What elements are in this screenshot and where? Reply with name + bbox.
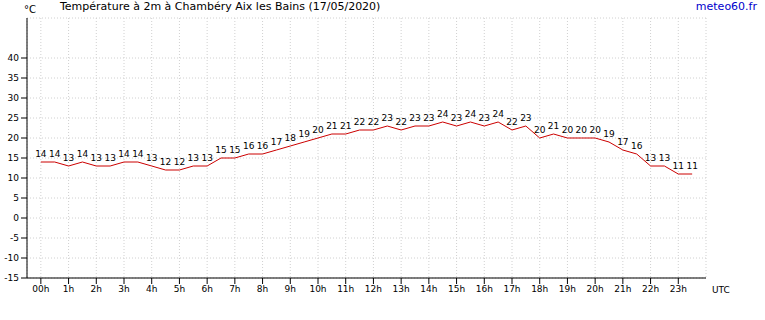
- svg-text:14h: 14h: [420, 284, 437, 294]
- svg-text:23: 23: [451, 113, 462, 123]
- svg-text:12h: 12h: [365, 284, 382, 294]
- html-text:°C: °C: [24, 4, 36, 15]
- svg-text:10h: 10h: [309, 284, 326, 294]
- svg-text:13: 13: [104, 153, 115, 163]
- html-text:UTC: UTC: [712, 285, 730, 295]
- svg-text:23: 23: [520, 113, 531, 123]
- svg-text:13: 13: [188, 153, 199, 163]
- svg-text:12: 12: [174, 157, 185, 167]
- svg-text:14: 14: [118, 149, 130, 159]
- svg-text:15h: 15h: [448, 284, 465, 294]
- svg-text:22: 22: [506, 117, 517, 127]
- svg-text:18h: 18h: [531, 284, 548, 294]
- svg-text:35: 35: [8, 73, 19, 83]
- svg-text:19: 19: [298, 129, 310, 139]
- svg-text:23: 23: [479, 113, 490, 123]
- svg-text:16h: 16h: [476, 284, 493, 294]
- svg-text:16: 16: [243, 141, 255, 151]
- svg-text:19h: 19h: [559, 284, 576, 294]
- svg-text:22: 22: [395, 117, 406, 127]
- svg-text:40: 40: [8, 53, 19, 63]
- svg-text:25: 25: [8, 113, 19, 123]
- svg-text:23h: 23h: [670, 284, 687, 294]
- svg-text:5: 5: [13, 193, 19, 203]
- svg-text:17h: 17h: [503, 284, 520, 294]
- svg-text:17: 17: [271, 137, 282, 147]
- html-text:meteo60.fr: meteo60.fr: [695, 0, 757, 13]
- svg-text:13: 13: [63, 153, 74, 163]
- svg-text:13h: 13h: [393, 284, 410, 294]
- svg-text:22: 22: [354, 117, 365, 127]
- svg-text:3h: 3h: [118, 284, 129, 294]
- svg-text:8h: 8h: [257, 284, 268, 294]
- svg-text:-15: -15: [8, 273, 19, 283]
- svg-text:22: 22: [368, 117, 379, 127]
- svg-text:13: 13: [659, 153, 670, 163]
- svg-text:20: 20: [562, 125, 574, 135]
- svg-text:9h: 9h: [285, 284, 296, 294]
- svg-text:11: 11: [673, 161, 684, 171]
- svg-text:23: 23: [409, 113, 420, 123]
- svg-text:4h: 4h: [146, 284, 157, 294]
- svg-text:15: 15: [215, 145, 226, 155]
- svg-text:19: 19: [603, 129, 615, 139]
- svg-text:10: 10: [8, 173, 19, 183]
- svg-text:21: 21: [340, 121, 351, 131]
- svg-text:16: 16: [257, 141, 269, 151]
- svg-text:30: 30: [8, 93, 19, 103]
- svg-text:11h: 11h: [337, 284, 354, 294]
- svg-text:23: 23: [423, 113, 434, 123]
- svg-text:5h: 5h: [174, 284, 185, 294]
- svg-text:-10: -10: [8, 253, 19, 263]
- svg-text:20h: 20h: [587, 284, 604, 294]
- svg-text:22h: 22h: [642, 284, 659, 294]
- svg-text:11: 11: [686, 161, 697, 171]
- svg-text:15: 15: [8, 153, 19, 163]
- svg-text:20: 20: [576, 125, 588, 135]
- svg-text:1h: 1h: [63, 284, 74, 294]
- svg-text:13: 13: [201, 153, 212, 163]
- svg-text:14: 14: [77, 149, 89, 159]
- svg-text:21: 21: [326, 121, 337, 131]
- svg-text:6h: 6h: [201, 284, 212, 294]
- svg-text:14: 14: [132, 149, 144, 159]
- svg-text:20: 20: [312, 125, 324, 135]
- svg-text:13: 13: [146, 153, 157, 163]
- svg-text:20: 20: [8, 133, 19, 143]
- svg-text:16: 16: [631, 141, 643, 151]
- svg-text:00h: 00h: [32, 284, 49, 294]
- svg-text:20: 20: [534, 125, 546, 135]
- svg-text:21h: 21h: [614, 284, 631, 294]
- svg-text:18: 18: [285, 133, 297, 143]
- svg-text:-5: -5: [10, 233, 19, 243]
- svg-text:17: 17: [617, 137, 628, 147]
- svg-text:13: 13: [91, 153, 102, 163]
- svg-text:0: 0: [13, 213, 19, 223]
- svg-text:24: 24: [492, 109, 504, 119]
- html-text:Température à 2m à Chambéry Ai: Température à 2m à Chambéry Aix les Bain…: [60, 0, 381, 13]
- svg-text:14: 14: [35, 149, 47, 159]
- svg-text:20: 20: [589, 125, 601, 135]
- svg-text:13: 13: [645, 153, 656, 163]
- svg-text:14: 14: [49, 149, 61, 159]
- svg-text:24: 24: [465, 109, 477, 119]
- svg-text:2h: 2h: [91, 284, 102, 294]
- svg-text:12: 12: [160, 157, 171, 167]
- svg-text:23: 23: [382, 113, 393, 123]
- svg-text:24: 24: [437, 109, 449, 119]
- svg-text:15: 15: [229, 145, 240, 155]
- svg-text:7h: 7h: [229, 284, 240, 294]
- svg-text:21: 21: [548, 121, 559, 131]
